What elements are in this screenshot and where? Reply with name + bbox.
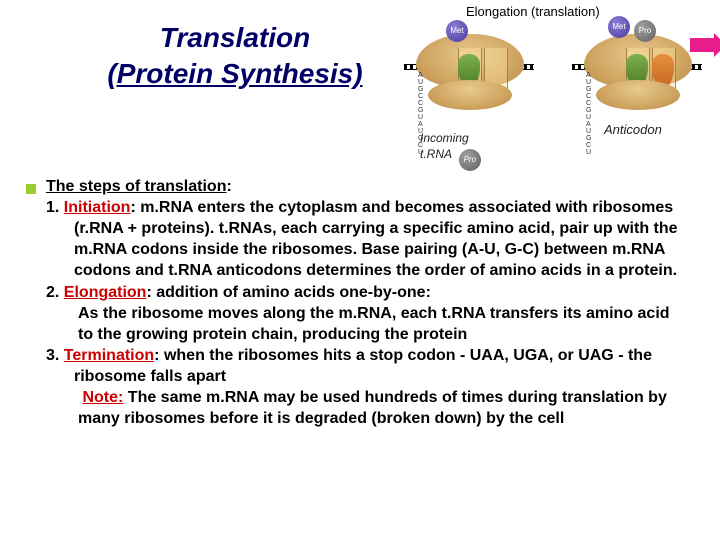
colon: : [226, 178, 231, 195]
direction-arrow-icon [690, 38, 714, 52]
note-text: The same m.RNA may be used hundreds of t… [78, 389, 667, 427]
step3-number: 3. [46, 347, 64, 364]
amino-acid-pro: Pro [634, 20, 656, 42]
elongation-diagram: Elongation (translation) P site A site A… [404, 4, 714, 164]
step-1: 1. Initiation: m.RNA enters the cytoplas… [46, 197, 686, 281]
bullet-icon [26, 184, 36, 194]
steps-heading: The steps of translation [46, 178, 226, 195]
step-2: 2. Elongation: addition of amino acids o… [46, 282, 686, 303]
trna-text: t.RNA [420, 147, 452, 161]
step1-text: : m.RNA enters the cytoplasm and becomes… [74, 199, 678, 279]
mrna-sequence-2: A U G C C G U A U G C U [586, 72, 592, 156]
amino-acid-pro-incoming: Pro [459, 149, 481, 171]
step3-text: : when the ribosomes hits a stop codon -… [74, 347, 652, 385]
anticodon-label: Anticodon [604, 122, 662, 137]
ribosome-small-subunit-icon [428, 80, 512, 110]
step3-label: Termination [64, 347, 154, 364]
step2-number: 2. [46, 284, 64, 301]
step-3: 3. Termination: when the ribosomes hits … [46, 345, 686, 387]
title-line-2: (Protein Synthesis) [75, 56, 395, 92]
step2-label: Elongation [64, 284, 147, 301]
slide-title: Translation (Protein Synthesis) [75, 20, 395, 93]
title-line-1: Translation [75, 20, 395, 56]
amino-acid-met: Met [446, 20, 468, 42]
step1-number: 1. [46, 199, 64, 216]
note-label: Note: [82, 389, 123, 406]
step2-text: : addition of amino acids one-by-one: [146, 284, 430, 301]
diagram-header: Elongation (translation) [466, 4, 600, 19]
amino-acid-met: Met [608, 16, 630, 38]
step-2-continued: As the ribosome moves along the m.RNA, e… [46, 303, 686, 345]
step1-label: Initiation [64, 199, 131, 216]
note-row: Note: The same m.RNA may be used hundred… [46, 387, 686, 429]
incoming-trna-label: Incoming t.RNA Pro [420, 132, 477, 167]
incoming-text: Incoming [420, 131, 469, 145]
steps-heading-row: The steps of translation: [46, 176, 686, 197]
body-content: The steps of translation: 1. Initiation:… [46, 176, 686, 429]
ribosome-small-subunit-icon [596, 80, 680, 110]
